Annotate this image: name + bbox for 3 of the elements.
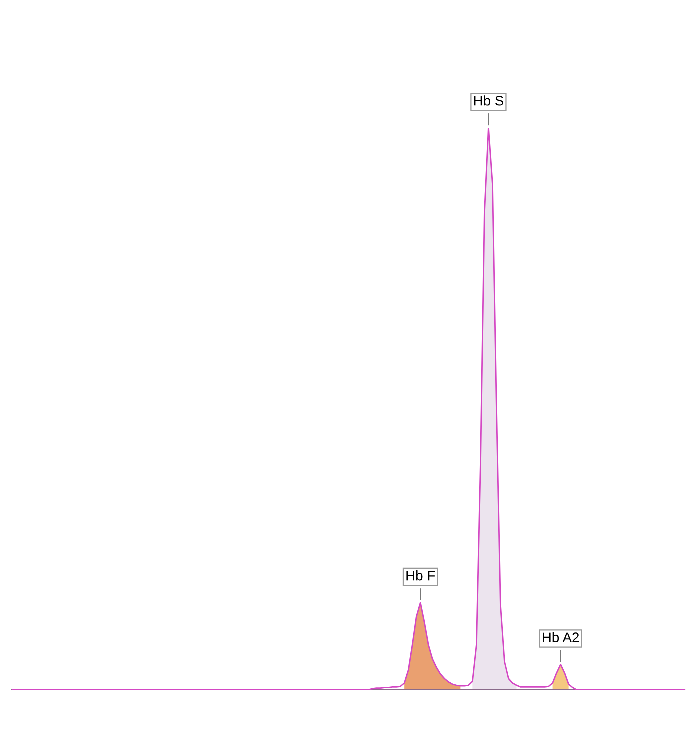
annotation: Hb F [406, 570, 436, 581]
text: Hb S [474, 96, 504, 106]
annotation: Hb A2 [543, 632, 580, 643]
